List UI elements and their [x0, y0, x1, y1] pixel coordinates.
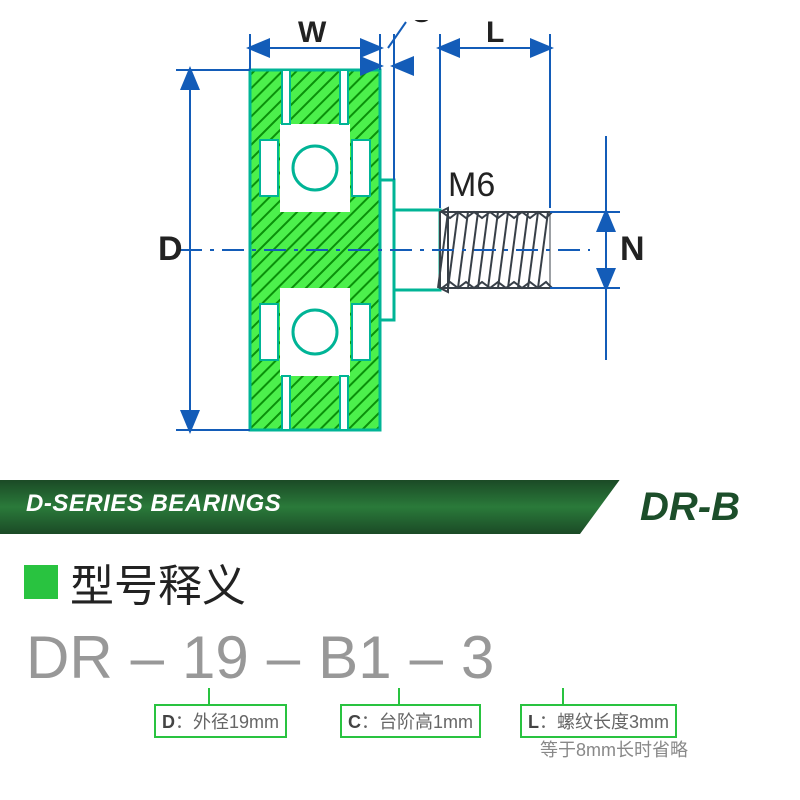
callout-key: D	[162, 712, 175, 732]
callout-note: 外径19mm	[193, 712, 279, 732]
callout-note: 台阶高1mm	[379, 712, 473, 732]
callout-D: D：外径19mm	[154, 704, 287, 738]
callout-sep: ：	[361, 712, 379, 732]
ball	[293, 310, 337, 354]
callout-sep: ：	[539, 712, 557, 732]
series-banner: D-SERIES BEARINGS DR-B	[0, 480, 800, 534]
callout-note: 螺纹长度3mm	[557, 712, 669, 732]
heading-text: 型号释义	[70, 550, 246, 614]
dim-N: N	[620, 230, 645, 268]
dash: –	[267, 628, 300, 688]
thread-spec: M6	[448, 166, 495, 204]
callout-area: D：外径19mm C：台阶高1mm L：螺纹长度3mm 等于8mm长时省略	[0, 700, 800, 780]
dim-L: L	[486, 20, 504, 49]
sub-note: 等于8mm长时省略	[540, 736, 688, 762]
dim-C: C	[410, 20, 432, 29]
section-heading: 型号释义	[24, 550, 246, 614]
heading-chip-icon	[24, 565, 58, 599]
callout-key: L	[528, 712, 539, 732]
model-seg-D: 19	[182, 628, 249, 688]
series-label: D-SERIES BEARINGS	[26, 490, 281, 518]
callout-key: C	[348, 712, 361, 732]
model-seg-C: B1	[318, 628, 391, 688]
callout-sep: ：	[175, 712, 193, 732]
model-code: DR – 19 – B1 – 3	[26, 628, 494, 688]
ball	[293, 146, 337, 190]
model-prefix: DR	[26, 628, 113, 688]
dim-W: W	[298, 20, 327, 49]
dim-D: D	[158, 230, 183, 268]
dash: –	[131, 628, 164, 688]
callout-L: L：螺纹长度3mm	[520, 704, 677, 738]
callout-C: C：台阶高1mm	[340, 704, 481, 738]
dash: –	[410, 628, 443, 688]
model-seg-L: 3	[461, 628, 494, 688]
technical-diagram: D N W C L M6	[120, 20, 680, 460]
